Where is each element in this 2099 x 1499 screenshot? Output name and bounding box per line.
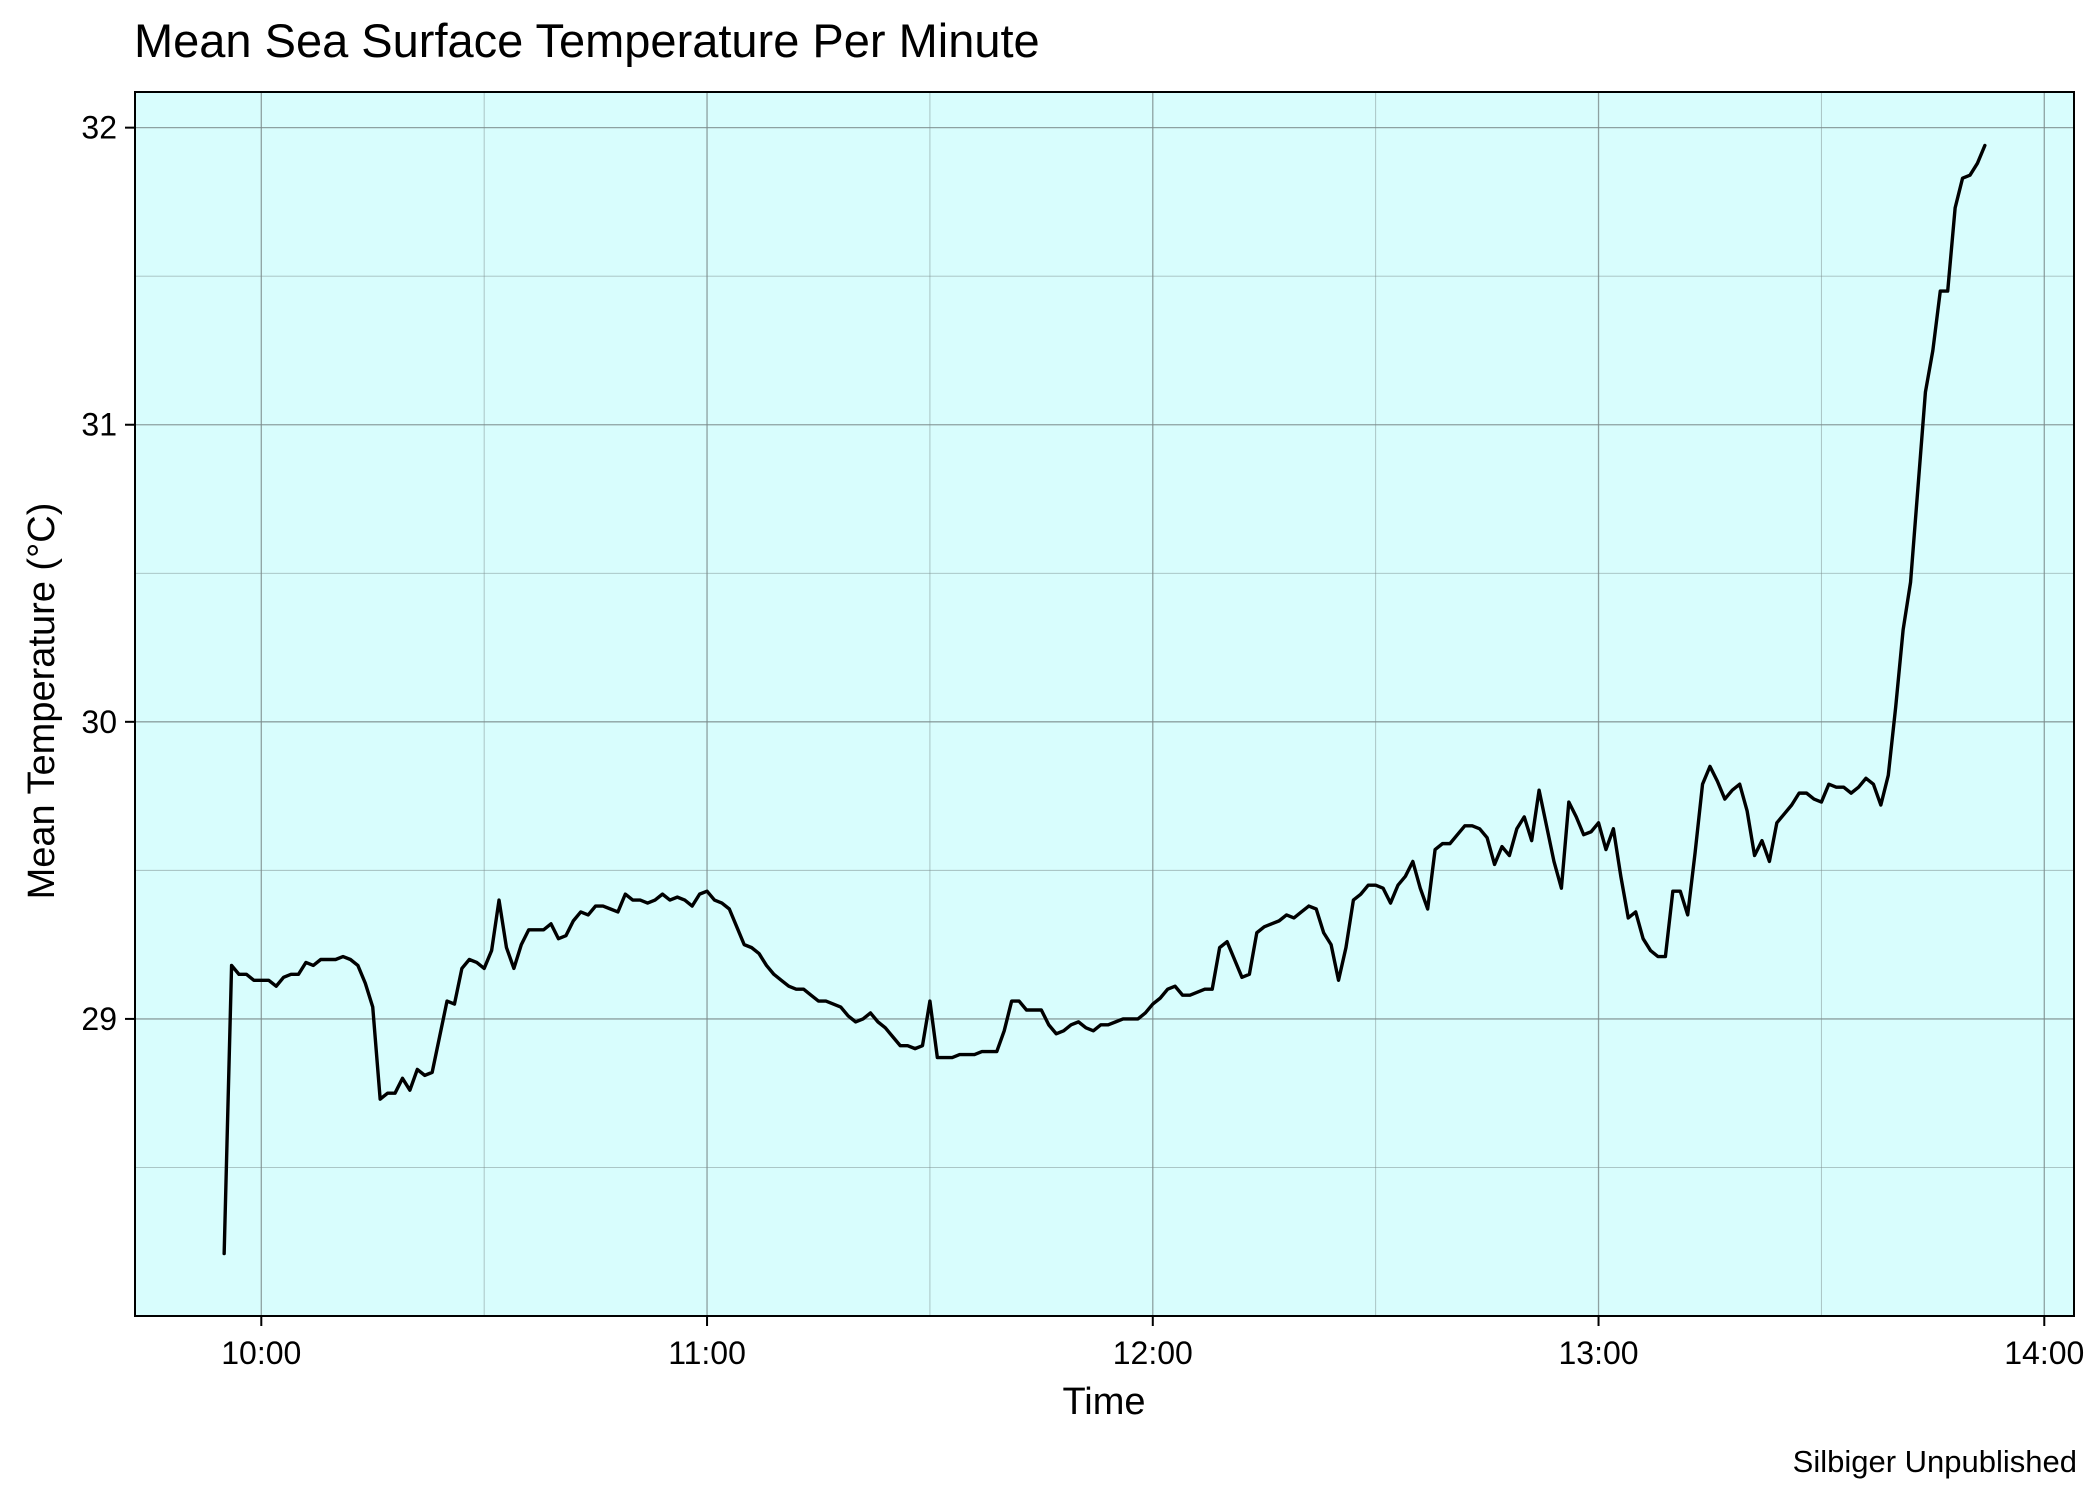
series-line-0 — [222, 143, 1987, 1256]
chart-title: Mean Sea Surface Temperature Per Minute — [134, 14, 1040, 67]
grid-lines — [135, 92, 2074, 1316]
chart-caption: Silbiger Unpublished — [1793, 1444, 2077, 1479]
series-layer — [222, 143, 1987, 1256]
plot-panel — [135, 92, 2074, 1316]
axis-ticks: 10:00 11:00 12:00 13:00 14:00 29 30 31 32 — [81, 110, 2084, 1371]
y-tick-label: 32 — [81, 110, 117, 146]
y-axis-title: Mean Temperature (°C) — [21, 503, 63, 900]
y-tick-label: 29 — [81, 1001, 117, 1037]
y-tick-label: 31 — [81, 407, 117, 443]
plot-border — [134, 91, 2075, 1317]
x-tick-label: 14:00 — [2004, 1335, 2084, 1371]
x-tick-label: 12:00 — [1113, 1335, 1193, 1371]
x-tick-label: 11:00 — [668, 1335, 746, 1371]
x-axis-title: Time — [1062, 1381, 1145, 1423]
x-tick-label: 13:00 — [1558, 1335, 1638, 1371]
x-tick-label: 10:00 — [221, 1335, 301, 1371]
y-tick-label: 30 — [81, 704, 117, 740]
